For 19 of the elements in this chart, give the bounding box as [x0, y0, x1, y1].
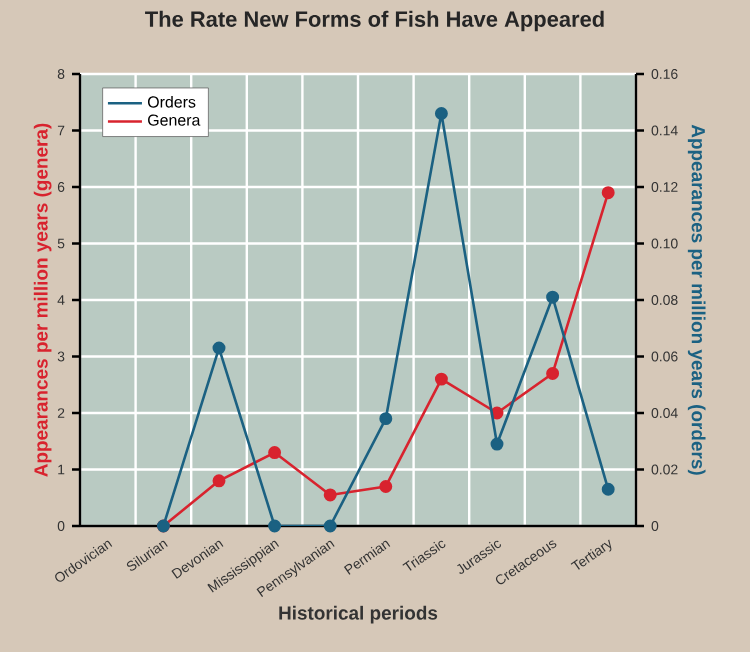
point: [212, 474, 226, 488]
y-axis-title: Appearances per million years (genera): [33, 123, 52, 477]
point: [323, 519, 337, 533]
point: [268, 446, 282, 460]
point: [268, 519, 282, 533]
point: [601, 482, 615, 496]
point: [434, 372, 448, 386]
point: [323, 488, 337, 502]
point: [434, 107, 448, 121]
x-axis-title: Historical periods: [279, 605, 438, 624]
point: [490, 437, 504, 451]
point: [212, 341, 226, 355]
point: [601, 186, 615, 200]
point: [379, 479, 393, 493]
point: [379, 412, 393, 426]
chart-title: The Rate New Forms of Fish Have Appeared: [145, 10, 604, 32]
y2-axis-title: Appearances per million years (orders): [687, 124, 706, 475]
point: [546, 290, 560, 304]
point: [546, 366, 560, 380]
